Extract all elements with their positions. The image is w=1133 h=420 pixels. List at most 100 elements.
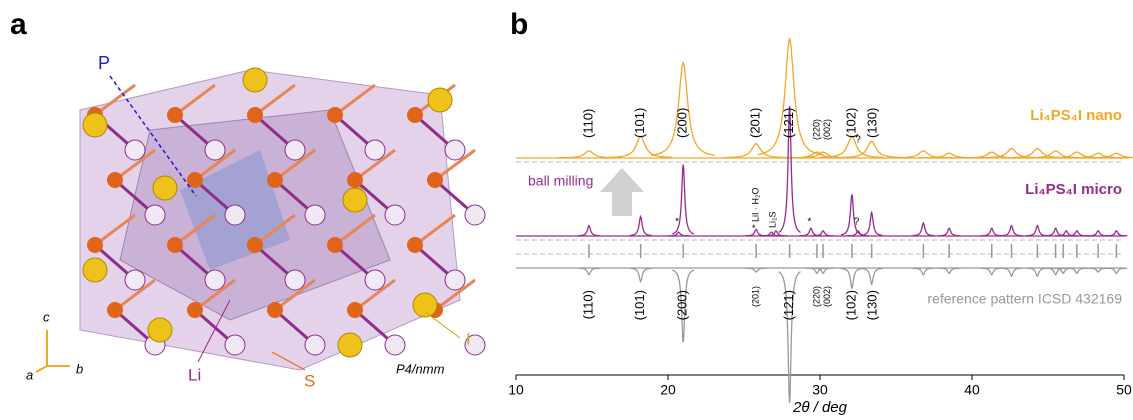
atom-li bbox=[205, 270, 225, 290]
peak bbox=[1026, 226, 1048, 236]
atom-s bbox=[167, 237, 183, 253]
hkl-label: (101) bbox=[632, 108, 647, 138]
atom-li bbox=[465, 205, 485, 225]
atom-li bbox=[125, 140, 145, 160]
annotation: ball milling bbox=[528, 173, 593, 189]
hkl-label: (121) bbox=[781, 108, 796, 138]
peak bbox=[1087, 231, 1109, 236]
peak bbox=[938, 268, 960, 273]
axis-name: a bbox=[26, 367, 33, 382]
atom-i bbox=[83, 258, 107, 282]
peak bbox=[840, 141, 904, 157]
atom-li bbox=[285, 270, 305, 290]
hkl-label: (201) bbox=[748, 108, 763, 138]
peak bbox=[1106, 231, 1128, 236]
peak bbox=[812, 231, 834, 236]
atom-s bbox=[327, 237, 343, 253]
atom-li bbox=[225, 335, 245, 355]
atom-s bbox=[407, 237, 423, 253]
atom-i bbox=[343, 188, 367, 212]
hkl-label: (200) bbox=[675, 290, 690, 320]
x-axis-title: 2θ / deg bbox=[792, 399, 848, 416]
atom-s bbox=[347, 172, 363, 188]
impurity-mark: ? bbox=[855, 135, 861, 146]
legend-entry: reference pattern ICSD 432169 bbox=[927, 291, 1122, 307]
atom-li bbox=[205, 140, 225, 160]
peak bbox=[724, 144, 788, 158]
atom-li bbox=[125, 270, 145, 290]
hkl-label: (130) bbox=[865, 108, 880, 138]
hkl-label: (102) bbox=[843, 108, 858, 138]
hkl-label: (101) bbox=[632, 290, 647, 320]
atom-s bbox=[247, 107, 263, 123]
hkl-label: (121) bbox=[781, 290, 796, 320]
impurity-mark: ? bbox=[854, 217, 860, 228]
peak bbox=[912, 223, 934, 236]
panel-label: a bbox=[10, 8, 27, 41]
peak bbox=[1001, 226, 1023, 236]
atom-i bbox=[428, 88, 452, 112]
peak bbox=[578, 226, 600, 236]
legend-entry: Li₄PS₄I micro bbox=[1025, 181, 1122, 198]
peak bbox=[912, 268, 934, 275]
panel-label: b bbox=[510, 8, 528, 41]
atom-s bbox=[327, 107, 343, 123]
atom-li bbox=[365, 270, 385, 290]
peak bbox=[1106, 268, 1128, 273]
peak bbox=[981, 228, 1003, 236]
x-tick-label: 10 bbox=[508, 382, 524, 398]
peak bbox=[841, 269, 863, 289]
atom-s bbox=[267, 302, 283, 318]
atom-li bbox=[285, 140, 305, 160]
hkl-label: (002) bbox=[822, 119, 832, 140]
atom-label: P bbox=[98, 53, 110, 73]
atom-li bbox=[145, 205, 165, 225]
axes-triad: c a b bbox=[26, 309, 83, 382]
hkl-label: (200) bbox=[675, 108, 690, 138]
atom-li bbox=[225, 205, 245, 225]
hkl-label: (110) bbox=[580, 109, 595, 138]
x-tick-label: 20 bbox=[660, 382, 676, 398]
atom-li bbox=[385, 205, 405, 225]
atom-i bbox=[338, 333, 362, 357]
atom-s bbox=[407, 107, 423, 123]
peak bbox=[841, 194, 863, 235]
pointer bbox=[425, 312, 460, 338]
atom-s bbox=[107, 172, 123, 188]
atom-li bbox=[305, 335, 325, 355]
axis-name: b bbox=[76, 361, 83, 376]
peak bbox=[981, 268, 1003, 275]
atom-s bbox=[247, 237, 263, 253]
hkl-label: (002) bbox=[822, 286, 832, 307]
space-group: P4/nmm bbox=[396, 361, 445, 376]
peak bbox=[630, 217, 652, 236]
atom-li bbox=[365, 140, 385, 160]
hkl-label: (220) bbox=[811, 286, 821, 307]
peak bbox=[861, 213, 883, 236]
hkl-label: (130) bbox=[865, 290, 880, 320]
peak bbox=[1026, 268, 1048, 276]
atom-i bbox=[83, 113, 107, 137]
hkl-label: (201) bbox=[751, 286, 761, 307]
legend-entry: Li₄PS₄I nano bbox=[1030, 107, 1122, 124]
arrow bbox=[600, 168, 644, 216]
peak bbox=[578, 268, 600, 275]
peak bbox=[938, 228, 960, 236]
atom-i bbox=[148, 318, 172, 342]
atom-i bbox=[153, 176, 177, 200]
peak bbox=[1066, 231, 1088, 236]
peak bbox=[1001, 268, 1023, 276]
atom-label: S bbox=[304, 371, 315, 390]
hkl-label: (110) bbox=[580, 290, 595, 319]
atom-li bbox=[445, 140, 465, 160]
hkl-label: Li₂S bbox=[767, 211, 777, 228]
hkl-label: (102) bbox=[843, 290, 858, 320]
hkl-label: * LiI · H₂O bbox=[751, 188, 761, 229]
atom-s bbox=[87, 237, 103, 253]
atom-s bbox=[427, 172, 443, 188]
peak bbox=[609, 136, 673, 157]
peak bbox=[745, 230, 767, 236]
impurity-mark: * bbox=[675, 217, 679, 228]
atom-s bbox=[267, 172, 283, 188]
